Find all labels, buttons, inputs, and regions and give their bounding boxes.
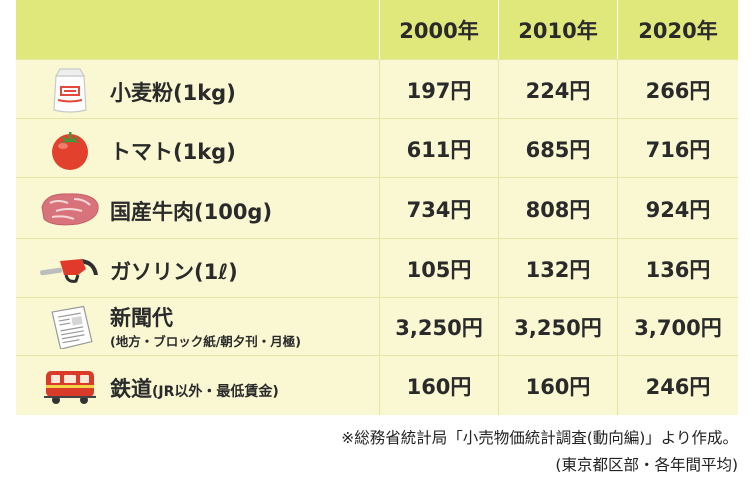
value-2000: 197円 (379, 60, 498, 119)
label-subtext: (地方・ブロック紙/朝夕刊・月極) (110, 334, 301, 349)
table-row-gasoline: ガソリン(1ℓ) 105円 132円 136円 (16, 238, 738, 298)
newspaper-icon (36, 302, 104, 352)
value-2000: 160円 (379, 356, 498, 415)
header-year-2020: 2020年 (617, 0, 738, 59)
value-2020: 136円 (617, 239, 738, 298)
item-label-beef: 国産牛肉(100g) (110, 196, 272, 226)
value-2010: 3,250円 (498, 298, 617, 356)
header-year-2000: 2000年 (379, 0, 498, 59)
value-2000: 105円 (379, 239, 498, 298)
value-2020: 246円 (617, 356, 738, 415)
label-text: ガソリン(1ℓ) (110, 260, 238, 284)
header-item-cell (16, 0, 379, 59)
label-text: トマト(1kg) (110, 140, 236, 164)
label-text: 国産牛肉(100g) (110, 200, 273, 224)
label-suffix: (JR以外・最低賃金) (152, 384, 279, 400)
item-cell: トマト(1kg) (16, 119, 379, 178)
value-2000: 611円 (379, 119, 498, 178)
value-2020: 716円 (617, 119, 738, 178)
label-text: 新聞代 (110, 306, 173, 330)
value-2000: 3,250円 (379, 298, 498, 356)
value-2000: 734円 (379, 178, 498, 239)
fuel-nozzle-icon (36, 244, 104, 294)
item-cell: 鉄道(JR以外・最低賃金) (16, 356, 379, 415)
label-text: 小麦粉(1kg) (110, 81, 236, 105)
table-row-railway: 鉄道(JR以外・最低賃金) 160円 160円 246円 (16, 355, 738, 415)
table-row-newspaper: 新聞代 (地方・ブロック紙/朝夕刊・月極) 3,250円 3,250円 3,70… (16, 297, 738, 356)
value-2010: 132円 (498, 239, 617, 298)
value-2020: 924円 (617, 178, 738, 239)
tomato-icon (36, 124, 104, 174)
train-icon (36, 361, 104, 411)
table-row-beef: 国産牛肉(100g) 734円 808円 924円 (16, 177, 738, 239)
value-2010: 224円 (498, 60, 617, 119)
table-row-flour: 小麦粉(1kg) 197円 224円 266円 (16, 59, 738, 119)
item-label-flour: 小麦粉(1kg) (110, 77, 236, 107)
source-note: ※総務省統計局「小売物価統計調査(動向編)」より作成。 (341, 429, 738, 447)
beef-steak-icon (36, 184, 104, 234)
item-cell: ガソリン(1ℓ) (16, 239, 379, 298)
flour-bag-icon (36, 65, 104, 115)
scope-note: (東京都区部・各年間平均) (555, 456, 738, 474)
item-cell: 新聞代 (地方・ブロック紙/朝夕刊・月極) (16, 298, 379, 356)
value-2010: 685円 (498, 119, 617, 178)
item-cell: 国産牛肉(100g) (16, 178, 379, 239)
header-year-2010: 2010年 (498, 0, 617, 59)
value-2010: 808円 (498, 178, 617, 239)
price-table: 2000年 2010年 2020年 小麦粉(1kg) 197円 224円 266… (16, 0, 738, 415)
item-label-tomato: トマト(1kg) (110, 136, 236, 166)
value-2020: 266円 (617, 60, 738, 119)
label-text: 鉄道 (110, 377, 152, 401)
item-label-railway: 鉄道(JR以外・最低賃金) (110, 373, 279, 403)
item-label-gasoline: ガソリン(1ℓ) (110, 256, 238, 286)
item-label-newspaper: 新聞代 (地方・ブロック紙/朝夕刊・月極) (110, 306, 301, 351)
value-2020: 3,700円 (617, 298, 738, 356)
value-2010: 160円 (498, 356, 617, 415)
table-row-tomato: トマト(1kg) 611円 685円 716円 (16, 118, 738, 178)
item-cell: 小麦粉(1kg) (16, 60, 379, 119)
table-header-row: 2000年 2010年 2020年 (16, 0, 738, 59)
